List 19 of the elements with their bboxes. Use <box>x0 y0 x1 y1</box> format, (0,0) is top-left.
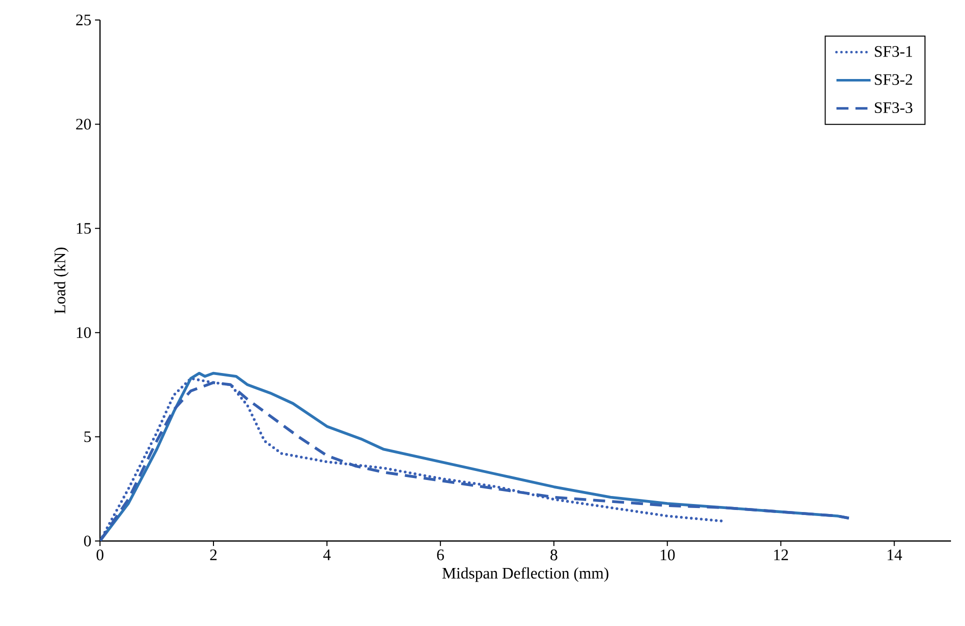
x-tick-label: 4 <box>323 550 331 560</box>
x-tick-label: 12 <box>774 550 788 560</box>
y-tick-label: 10 <box>76 327 91 338</box>
legend-label: SF3-2 <box>874 74 912 85</box>
legend-label: SF3-3 <box>874 102 912 114</box>
x-tick-label: 14 <box>888 550 902 560</box>
y-tick-label: 0 <box>84 536 91 546</box>
legend-label: SF3-1 <box>874 46 912 57</box>
x-tick-label: 10 <box>660 550 675 560</box>
y-tick-label: 20 <box>76 118 91 130</box>
x-tick-label: 2 <box>210 550 217 560</box>
x-tick-label: 8 <box>550 550 558 560</box>
y-axis-title: Load (kN) <box>54 248 69 314</box>
y-tick-label: 15 <box>76 223 91 234</box>
y-tick-label: 25 <box>76 14 91 26</box>
x-tick-label: 0 <box>96 550 104 560</box>
x-tick-label: 6 <box>437 550 444 560</box>
y-tick-label: 5 <box>84 431 91 442</box>
x-axis-title: Midspan Deflection (mm) <box>442 567 608 582</box>
